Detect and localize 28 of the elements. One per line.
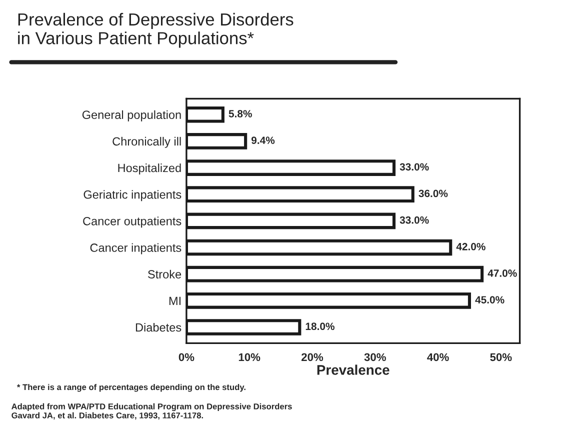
x-tick-label: 0% bbox=[178, 353, 194, 362]
x-tick-label: 40% bbox=[427, 353, 449, 362]
y-tick-label: Cancer outpatients bbox=[83, 216, 182, 228]
y-tick-label: Cancer inpatients bbox=[90, 243, 182, 254]
data-label: 33.0% bbox=[400, 216, 429, 224]
chart-title: Prevalence of Depressive Disorders in Various Patient Populations* bbox=[18, 12, 294, 48]
y-tick-label: Hospitalized bbox=[118, 164, 181, 175]
x-tick-label: 10% bbox=[238, 353, 260, 362]
y-tick-label: Chronically ill bbox=[112, 136, 181, 148]
data-label: 45.0% bbox=[475, 296, 504, 304]
data-label: 9.4% bbox=[251, 136, 275, 144]
data-label: 36.0% bbox=[418, 190, 448, 198]
x-tick-label: 20% bbox=[302, 353, 324, 362]
y-tick-label: Geriatric inpatients bbox=[84, 190, 182, 202]
data-label: 33.0% bbox=[400, 163, 429, 171]
data-label: 42.0% bbox=[456, 242, 486, 250]
data-label: 18.0% bbox=[306, 322, 334, 330]
x-tick-label: 30% bbox=[364, 353, 386, 362]
x-axis-title: Prevalence bbox=[317, 364, 390, 375]
y-tick-label: General population bbox=[82, 110, 181, 122]
y-tick-label: Stroke bbox=[148, 270, 182, 278]
y-tick-label: Diabetes bbox=[136, 322, 182, 332]
text: Adapted from WPA/PTD Educational Program on Depressive Disorders Gavard JA, et al. Diabetes Care, 1993, 1167-1178. bbox=[12, 403, 292, 420]
x-tick-label: 50% bbox=[490, 353, 512, 362]
y-tick-label: MI bbox=[169, 296, 180, 305]
data-label: 5.8% bbox=[228, 110, 252, 118]
data-label: 47.0% bbox=[488, 270, 517, 277]
text: * There is a range of percentages depending on the study. bbox=[16, 384, 246, 392]
